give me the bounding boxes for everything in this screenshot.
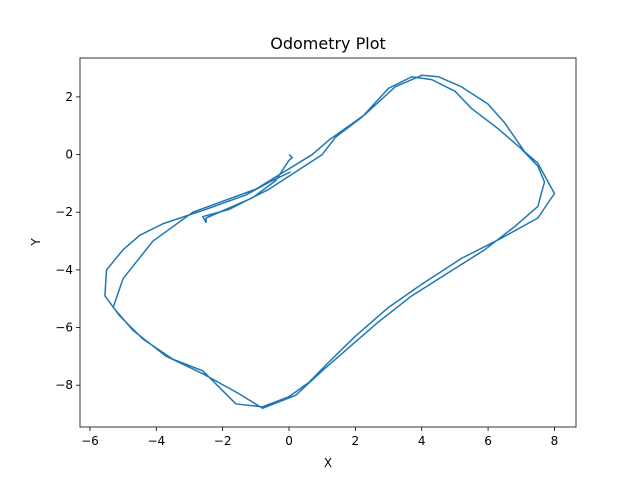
x-tick-label: −6	[81, 434, 99, 448]
odometry-path-line	[104, 74, 556, 410]
x-axis-ticks: −6 −4 −2 0 2 4 6 8	[81, 427, 558, 448]
x-tick-label: 8	[551, 434, 559, 448]
y-tick-label: −8	[55, 378, 73, 392]
y-axis-label: Y	[29, 238, 43, 247]
plot-frame	[79, 57, 577, 428]
chart-title: Odometry Plot	[270, 34, 386, 53]
y-tick-label: −2	[55, 205, 73, 219]
x-tick-label: 4	[418, 434, 426, 448]
x-tick-label: 6	[484, 434, 492, 448]
plot-line-layer	[104, 74, 556, 410]
y-tick-label: −6	[55, 321, 73, 335]
x-axis-label: X	[324, 456, 332, 470]
x-tick-label: −4	[147, 434, 165, 448]
y-tick-label: 2	[65, 90, 73, 104]
y-axis-ticks: 2 0 −2 −4 −6 −8	[55, 90, 80, 392]
x-tick-label: 0	[285, 434, 293, 448]
y-tick-label: −4	[55, 263, 73, 277]
y-tick-label: 0	[65, 148, 73, 162]
x-tick-label: −2	[214, 434, 232, 448]
x-tick-label: 2	[352, 434, 360, 448]
